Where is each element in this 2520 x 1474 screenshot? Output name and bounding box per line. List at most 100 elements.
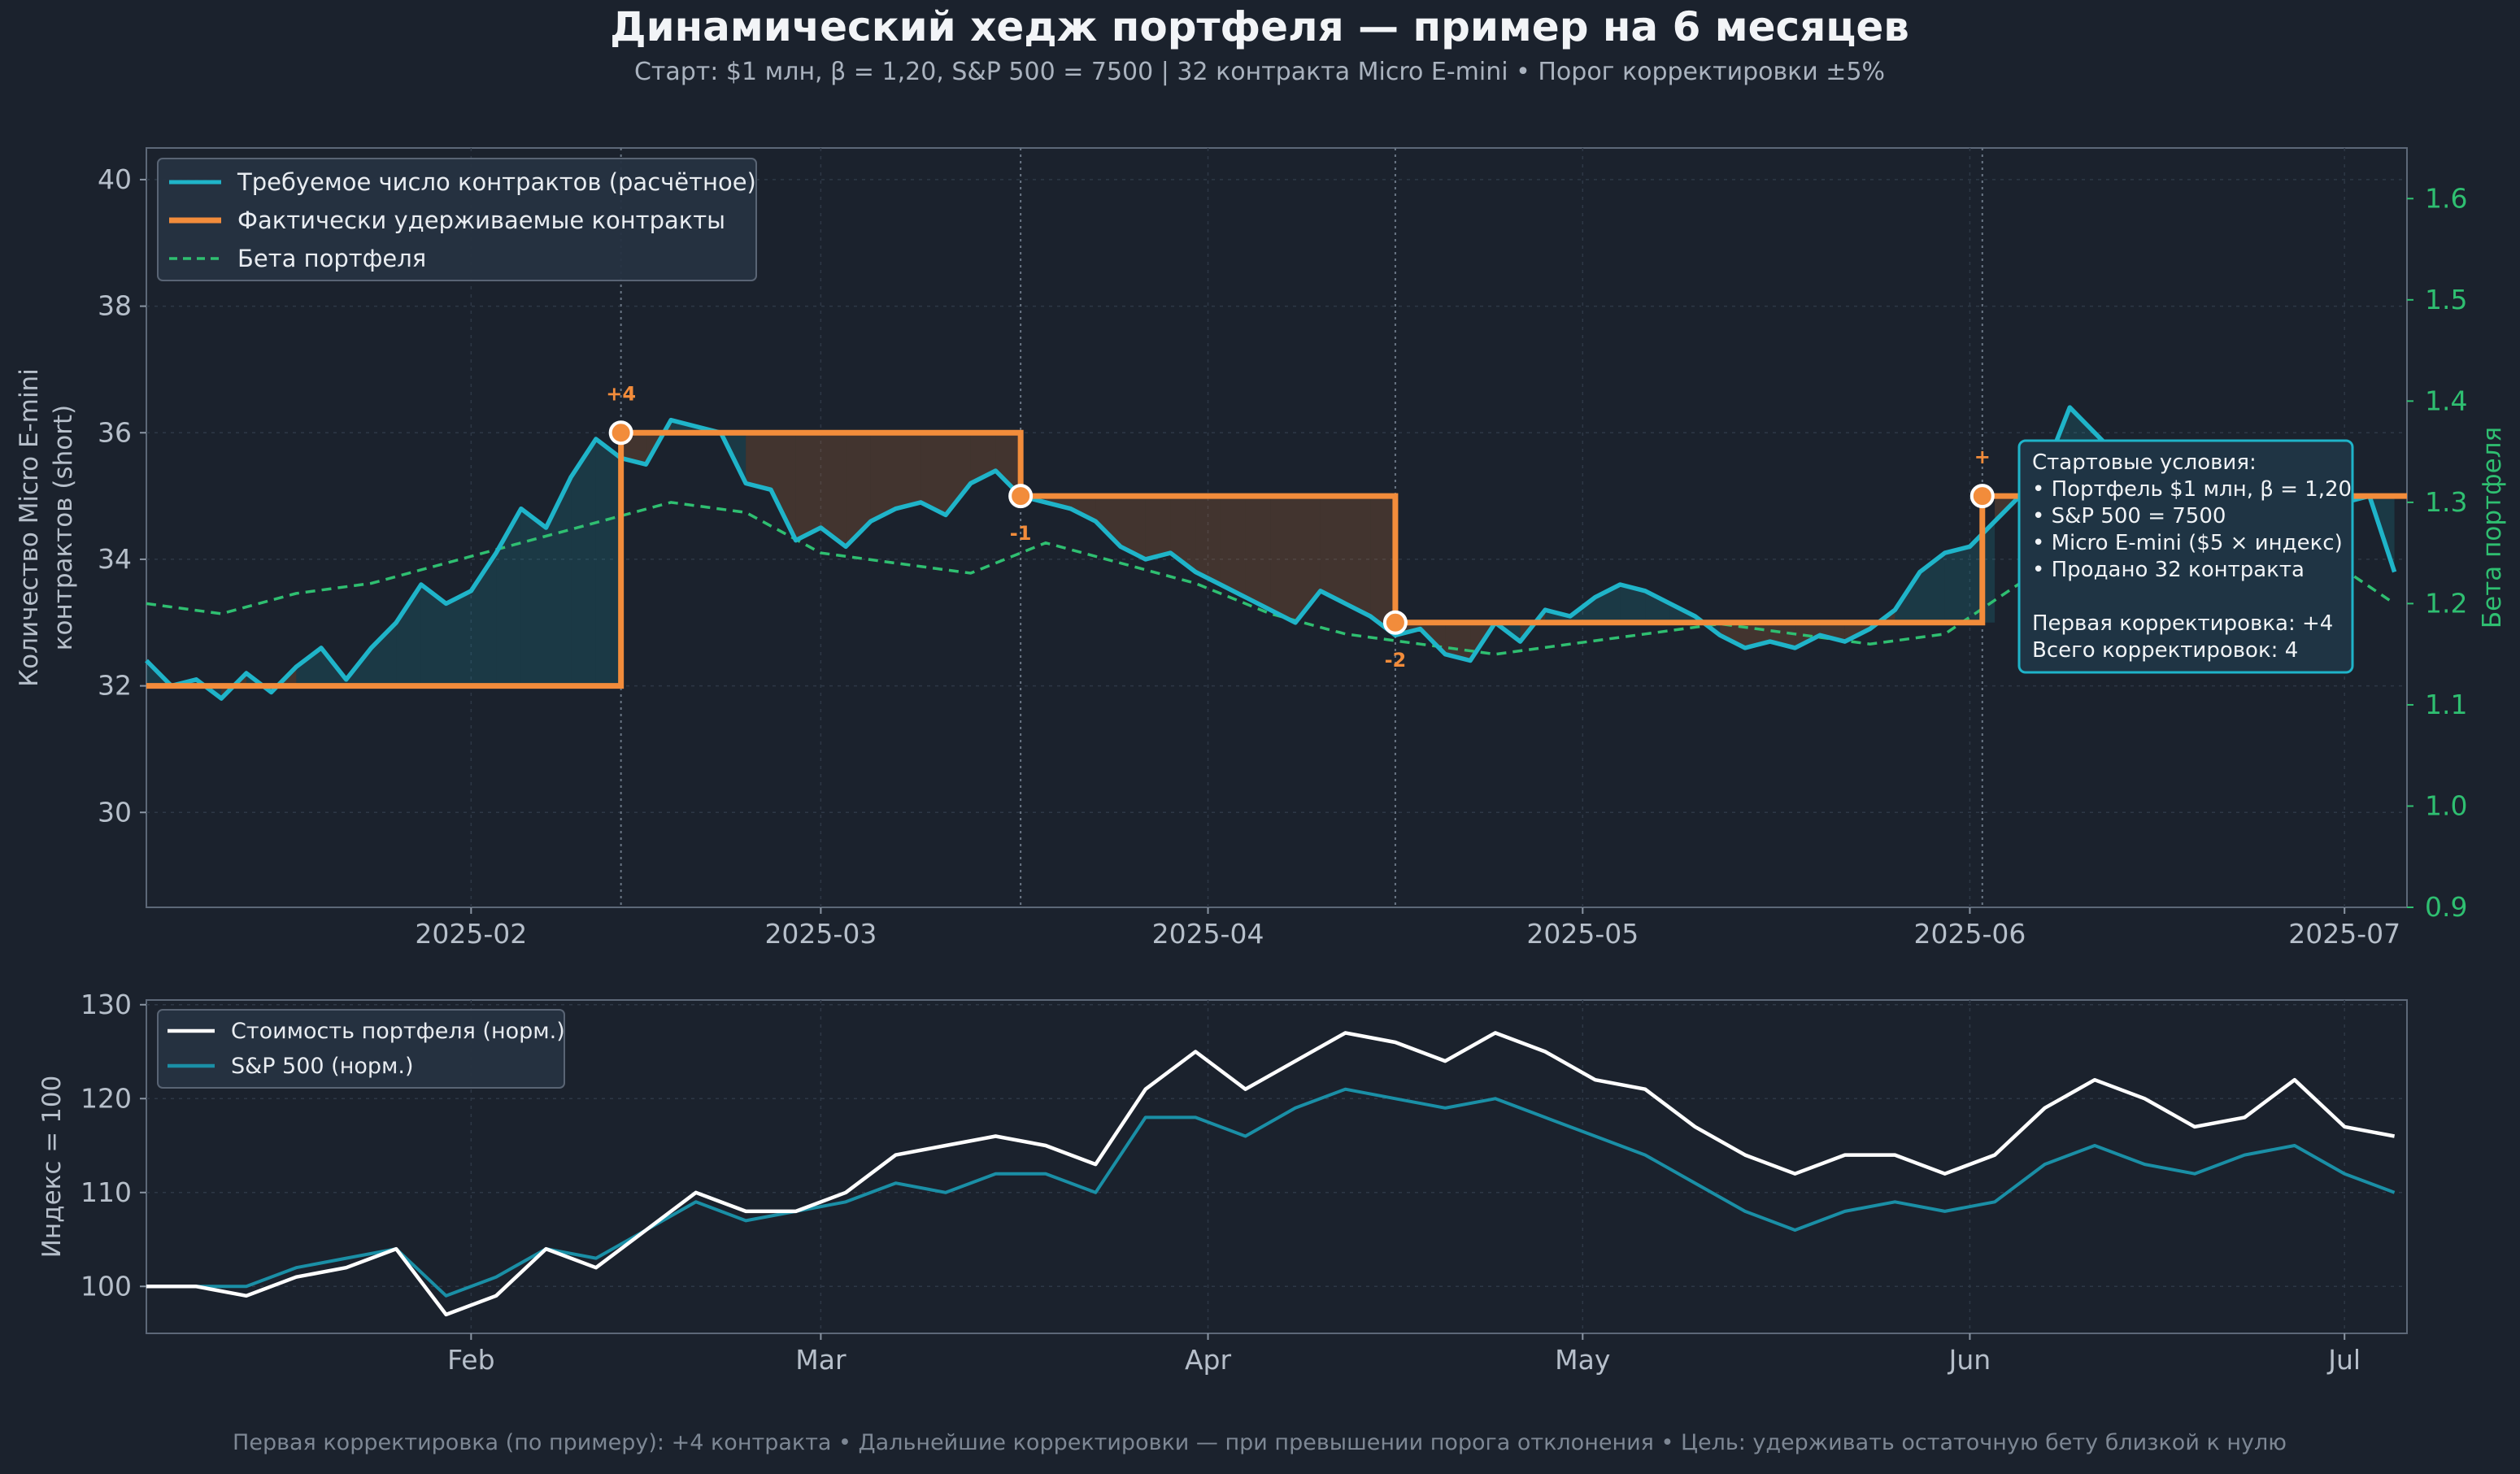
- deviation-fill: [1220, 496, 1246, 598]
- deviation-fill: [1445, 622, 1471, 661]
- info-box-line: • Micro E-mini ($5 × индекс): [2032, 531, 2343, 555]
- adjustment-point: [1382, 610, 1408, 635]
- y-tick-label: 120: [81, 1082, 132, 1114]
- sp500-line: [146, 1087, 2396, 1298]
- y2-tick-label: 1.6: [2425, 182, 2467, 214]
- y2-tick-label: 1.2: [2425, 587, 2467, 619]
- deviation-fill: [371, 622, 397, 686]
- deviation-fill: [1121, 496, 1146, 559]
- deviation-fill: [1170, 496, 1196, 572]
- deviation-fill: [1095, 496, 1121, 547]
- deviation-fill: [1920, 553, 1945, 623]
- deviation-fill: [296, 647, 321, 686]
- legend-box: [157, 158, 757, 281]
- deviation-fill: [1620, 585, 1646, 623]
- y-tick-label: 32: [98, 670, 132, 702]
- deviation-fill: [546, 476, 572, 686]
- info-box-line: Первая корректировка: +4: [2032, 611, 2333, 636]
- x-tick-label: Mar: [795, 1344, 847, 1376]
- deviation-fill: [1145, 496, 1171, 559]
- deviation-fill: [1944, 546, 1970, 623]
- deviation-fill: [1370, 496, 1395, 636]
- info-box-line: Стартовые условия:: [2032, 450, 2257, 475]
- deviation-fill: [1720, 622, 1745, 648]
- legend-label: Бета портфеля: [237, 245, 426, 272]
- info-box-frame: [2017, 439, 2354, 674]
- y-tick-label: 40: [98, 163, 132, 195]
- legend-label: S&P 500 (норм.): [231, 1054, 414, 1079]
- x-tick-label: 2025-03: [764, 918, 877, 950]
- y2-tick-label: 1.5: [2425, 284, 2467, 315]
- y-tick-label: 130: [81, 989, 132, 1020]
- x-tick-label: Apr: [1185, 1344, 1232, 1376]
- deviation-fill: [396, 585, 421, 686]
- y-tick-label: 30: [98, 796, 132, 828]
- y-axis-label: Количество Micro E-mini: [15, 368, 44, 687]
- deviation-fill: [771, 433, 796, 541]
- normalized-value-panel: 100 110 120 130 Feb Mar Apr May Jun Jul Индекс = 1…: [37, 989, 2408, 1376]
- adjustment-label: -2: [1385, 649, 1407, 672]
- legend-label: Стоимость портфеля (норм.): [231, 1019, 565, 1044]
- deviation-fill: [746, 433, 771, 490]
- top-legend: Требуемое число контрактов (расчётное) Фа…: [157, 158, 757, 281]
- x-tick-label: 2025-04: [1152, 918, 1264, 950]
- x-tick-label: Feb: [447, 1344, 494, 1376]
- deviation-fill: [1070, 496, 1096, 522]
- bottom-legend: Стоимость портфеля (норм.) S&P 500 (норм.…: [157, 1009, 565, 1089]
- deviation-fill: [1195, 496, 1221, 585]
- deviation-fill: [1820, 622, 1845, 642]
- deviation-fill: [970, 433, 996, 484]
- deviation-fill: [420, 585, 446, 686]
- adjustment-point: [608, 420, 633, 446]
- x-tick-label: 2025-07: [2288, 918, 2400, 950]
- deviation-fill: [520, 508, 546, 686]
- legend-label: Фактически удерживаемые контракты: [237, 207, 725, 234]
- info-box-line: • Продано 32 контракта: [2032, 558, 2305, 582]
- x-tick-label: 2025-06: [1913, 918, 2026, 950]
- chart-title: Динамический хедж портфеля — пример на 6…: [610, 3, 1909, 50]
- deviation-fill: [571, 439, 596, 686]
- adjustment-label: +: [1974, 446, 1991, 468]
- contracts-panel: 30 32 34 36 38 40 2025-02 2025-03 2025-04 2025-05…: [15, 147, 2507, 950]
- x-tick-label: May: [1555, 1344, 1610, 1376]
- chart-footer-note: Первая корректировка (по примеру): +4 ко…: [233, 1430, 2287, 1455]
- y-axis-label-bottom: Индекс = 100: [37, 1076, 67, 1259]
- x-tick-label: 2025-02: [415, 918, 527, 950]
- y2-tick-label: 0.9: [2425, 891, 2467, 923]
- y-tick-label: 34: [98, 543, 132, 575]
- adjustment-label: -1: [1010, 522, 1032, 545]
- y2-tick-label: 1.4: [2425, 385, 2467, 416]
- deviation-fill: [846, 433, 871, 547]
- legend-box: [157, 1009, 565, 1089]
- deviation-fill: [471, 553, 497, 686]
- deviation-fill: [820, 433, 847, 547]
- deviation-fill: [795, 433, 821, 541]
- y-tick-label: 36: [98, 416, 132, 448]
- deviation-fill: [995, 433, 1021, 497]
- y2-tick-label: 1.1: [2425, 689, 2467, 720]
- deviation-fill: [1320, 496, 1346, 604]
- y-axis-label-line2: контрактов (short): [49, 405, 78, 650]
- deviation-fill: [946, 433, 971, 515]
- adjustment-point: [1008, 484, 1034, 509]
- info-box-line: • Портфель $1 млн, β = 1,20: [2032, 477, 2352, 502]
- y2-tick-label: 1.0: [2425, 789, 2467, 821]
- chart-subtitle: Старт: $1 млн, β = 1,20, S&P 500 = 7500 …: [634, 58, 1885, 86]
- adjustment-point: [1969, 484, 1995, 509]
- info-box-line: • S&P 500 = 7500: [2032, 504, 2226, 528]
- deviation-fill: [870, 433, 896, 522]
- y-tick-label: 38: [98, 290, 132, 322]
- info-box: Стартовые условия:• Портфель $1 млн, β =…: [2017, 439, 2354, 674]
- x-tick-label: Jun: [1948, 1344, 1991, 1376]
- deviation-fill: [595, 439, 621, 686]
- y-tick-label: 100: [81, 1270, 132, 1302]
- info-box-line: Всего корректировок: 4: [2032, 638, 2298, 663]
- portfolio-value-line: [146, 1031, 2396, 1317]
- y2-tick-label: 1.3: [2425, 486, 2467, 518]
- contracts-panel-frame: [146, 147, 2408, 908]
- x-tick-label: Jul: [2326, 1344, 2361, 1376]
- normalized-value-panel-frame: [146, 999, 2408, 1334]
- deviation-fill: [1270, 496, 1295, 623]
